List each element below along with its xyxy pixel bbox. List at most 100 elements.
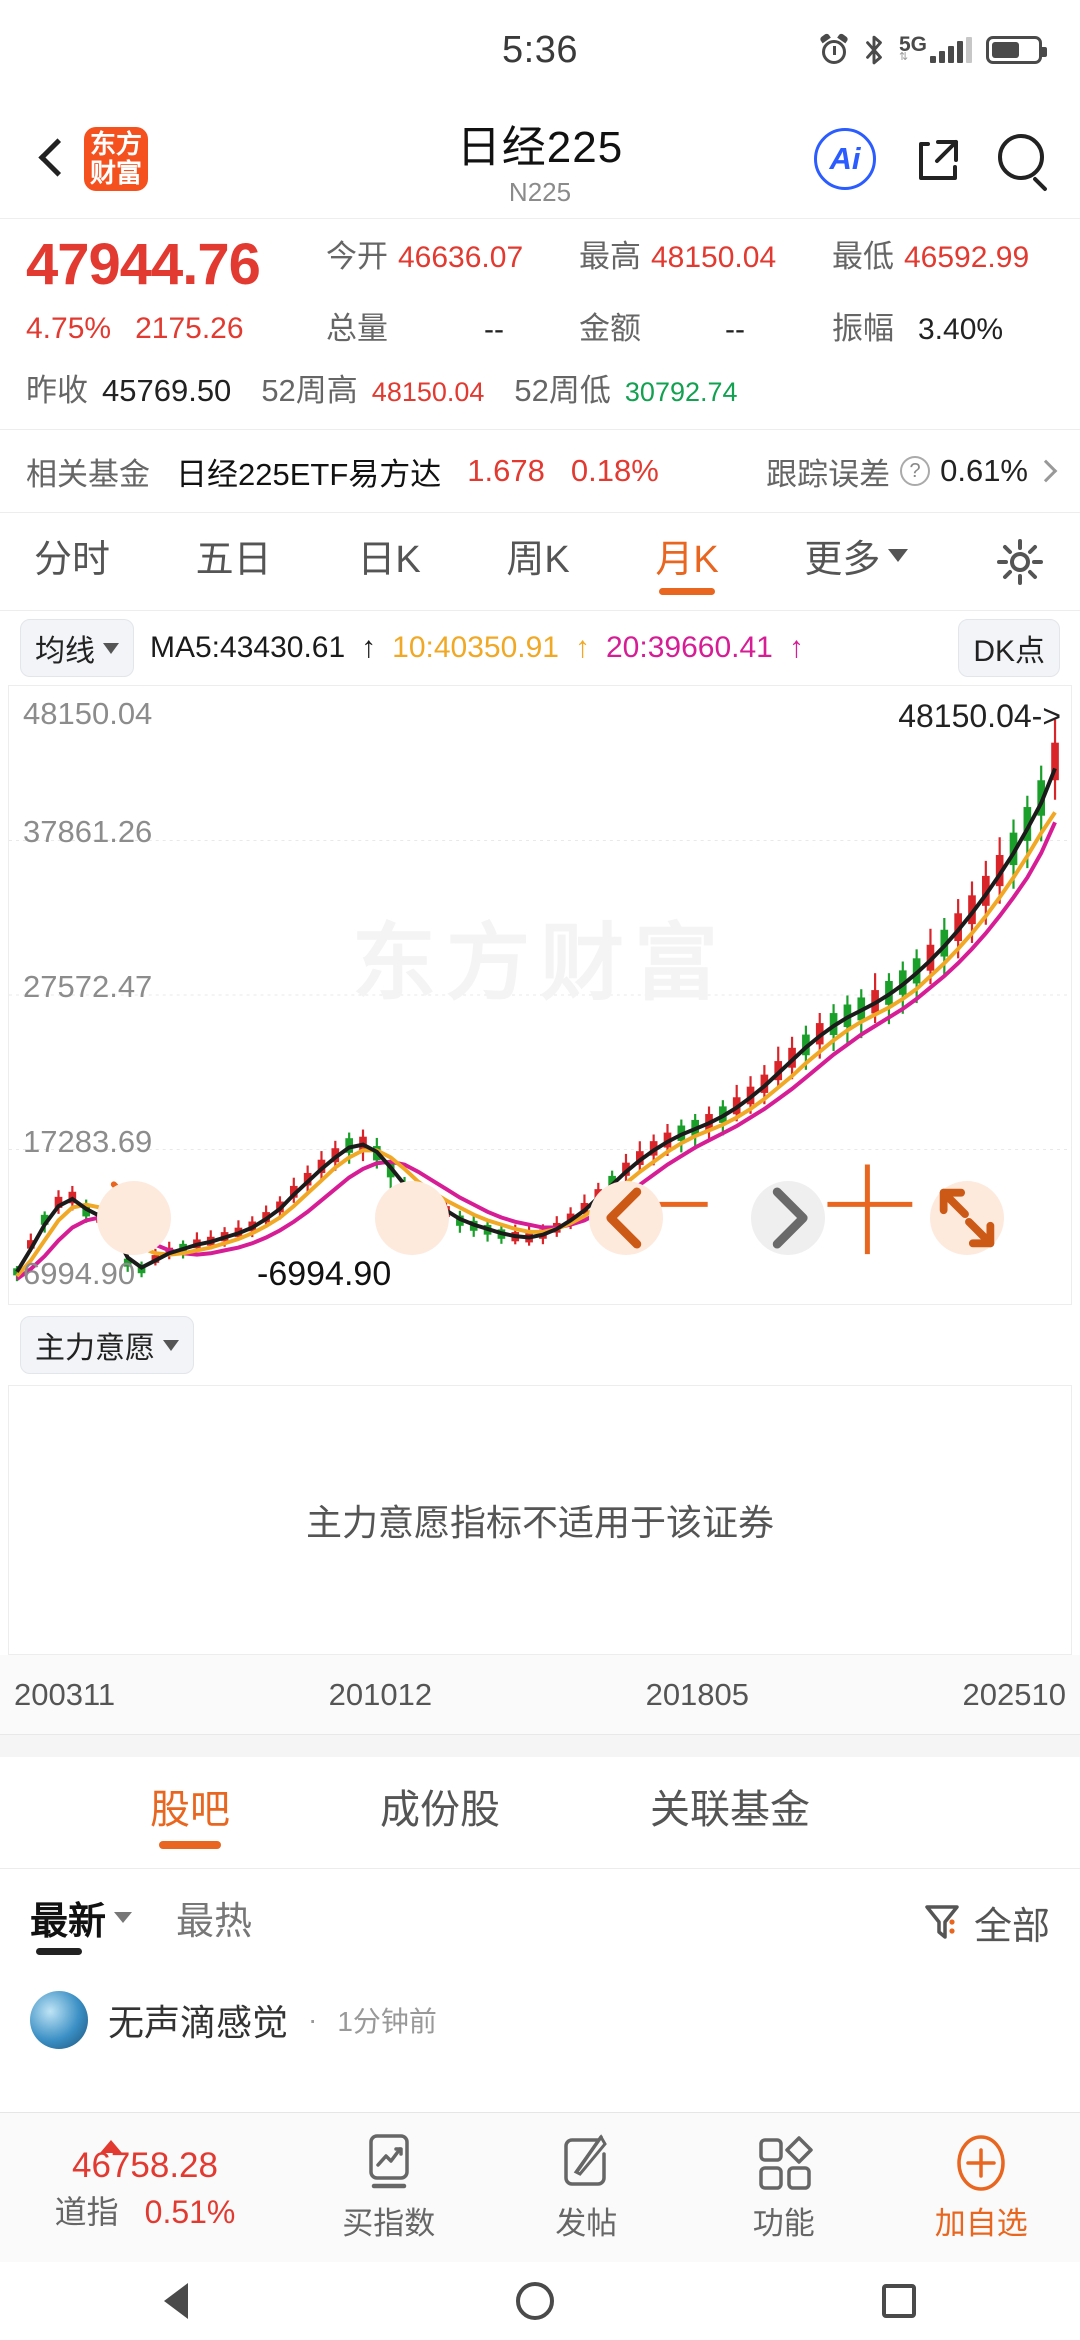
post-separator: · xyxy=(308,2004,318,2035)
search-icon[interactable] xyxy=(996,132,1050,186)
price-chart[interactable]: 东方财富 48150.04 37861.26 27572.47 17283.69 xyxy=(8,685,1072,1305)
functions-button[interactable]: 功能 xyxy=(685,2132,883,2243)
dow-index-name: 道指 xyxy=(54,2193,119,2230)
app-header: 东方 财富 日经225 N225 Ai xyxy=(0,100,1080,218)
compose-post-icon xyxy=(564,2134,608,2186)
post-time: 1分钟前 xyxy=(337,2006,437,2037)
chart-next-button[interactable] xyxy=(751,1181,825,1255)
android-back-icon[interactable] xyxy=(164,2283,188,2319)
section-tabs: 股吧 成份股 关联基金 xyxy=(0,1757,1080,1869)
android-recents-icon[interactable] xyxy=(882,2284,916,2318)
brand-logo[interactable]: 东方 财富 xyxy=(84,127,148,191)
post-list-item[interactable]: 无声滴感觉 · 1分钟前 xyxy=(0,1975,1080,2049)
share-icon[interactable] xyxy=(910,133,962,185)
ma20-line xyxy=(15,821,1057,1281)
ma5-value: MA5:43430.61 xyxy=(150,631,346,664)
status-bar-time: 5:36 xyxy=(502,28,578,71)
tracking-error-label: 跟踪误差 xyxy=(766,456,891,492)
ma5-line xyxy=(15,767,1057,1273)
chart-marker-left[interactable] xyxy=(97,1181,171,1255)
dow-index-value: 46758.28 xyxy=(72,2145,218,2185)
sub-indicator-message: 主力意愿指标不适用于该证券 xyxy=(305,1502,774,1543)
open-label: 今开 xyxy=(326,239,388,274)
tab-related-funds[interactable]: 关联基金 xyxy=(650,1787,810,1832)
ma-selector[interactable]: 均线 xyxy=(20,619,134,677)
change-absolute: 2175.26 xyxy=(135,312,244,345)
add-watchlist-button[interactable]: 加自选 xyxy=(883,2132,1080,2243)
period-tab-weekk[interactable]: 周K xyxy=(506,539,570,581)
back-chevron-icon[interactable] xyxy=(30,137,74,181)
sort-hottest-label: 最热 xyxy=(176,1900,253,1943)
ma-selector-label: 均线 xyxy=(35,635,95,668)
period-tab-dayk[interactable]: 日K xyxy=(357,539,421,581)
x-tick-1: 201012 xyxy=(328,1676,433,1712)
tracking-error-field: 跟踪误差 ? 0.61% xyxy=(766,449,1058,494)
section-divider xyxy=(0,1735,1080,1757)
chart-high-annotation: 48150.04-> xyxy=(898,698,1061,734)
compose-post-label: 发帖 xyxy=(555,2206,618,2241)
chart-prev-button[interactable] xyxy=(589,1181,663,1255)
volume-field: 总量 -- xyxy=(326,301,579,358)
bottom-action-bar: 46758.28 道指 0.51% 买指数 xyxy=(0,2112,1080,2262)
prevclose-value: 45769.50 xyxy=(102,373,232,408)
w52low-label: 52周低 xyxy=(514,373,611,408)
x-tick-0: 200311 xyxy=(14,1676,116,1712)
ma5-arrow-icon: ↑ xyxy=(361,631,377,664)
period-tab-fenshi[interactable]: 分时 xyxy=(34,539,111,581)
period-tab-more-label: 更多 xyxy=(804,539,881,581)
gear-icon[interactable] xyxy=(994,536,1046,588)
post-filter-row: 最新 最热 全部 xyxy=(0,1869,1080,1975)
buy-index-button[interactable]: 买指数 xyxy=(290,2132,488,2243)
filter-icon xyxy=(925,1905,959,1939)
amount-field: 金额 -- xyxy=(579,301,832,358)
filter-all-button[interactable]: 全部 xyxy=(922,1895,1050,1950)
quote-panel: 47944.76 今开 46636.07 最高 48150.04 最低 4659… xyxy=(0,218,1080,429)
battery-icon xyxy=(986,36,1047,64)
tab-constituents[interactable]: 成份股 xyxy=(380,1787,500,1832)
chevron-down-icon xyxy=(163,1339,179,1351)
chart-fullscreen-button[interactable] xyxy=(930,1181,1004,1255)
sub-indicator-selector[interactable]: 主力意愿 xyxy=(20,1316,194,1374)
y-tick-2: 27572.47 xyxy=(23,969,153,1004)
compose-post-button[interactable]: 发帖 xyxy=(488,2132,686,2243)
android-home-icon[interactable] xyxy=(516,2282,554,2320)
period-tab-5day[interactable]: 五日 xyxy=(195,539,272,581)
y-tick-4: 6994.90 xyxy=(23,1256,136,1291)
dow-index-widget[interactable]: 46758.28 道指 0.51% xyxy=(0,2139,290,2234)
period-tab-monthk[interactable]: 月K xyxy=(655,528,718,595)
ma10-arrow-icon: ↑ xyxy=(575,631,590,664)
chevron-down-icon xyxy=(888,549,909,562)
dk-point-button[interactable]: DK点 xyxy=(958,619,1060,677)
signal-icon: 5G ⇅ xyxy=(898,34,972,63)
status-bar: 5:36 5G ⇅ xyxy=(0,0,1080,100)
ma10-value: 10:40350.91 xyxy=(392,631,559,664)
prevclose-label: 昨收 xyxy=(26,373,88,408)
ma20-arrow-icon: ↑ xyxy=(788,631,804,664)
post-author: 无声滴感觉 xyxy=(108,2002,289,2043)
brand-logo-line1: 东方 xyxy=(89,129,142,159)
period-tabs: 分时 五日 日K 周K 月K 更多 xyxy=(0,513,1080,611)
buy-index-icon xyxy=(369,2134,409,2189)
add-watchlist-label: 加自选 xyxy=(934,2206,1028,2241)
chevron-left-icon xyxy=(606,1187,642,1249)
low-field: 最低 46592.99 xyxy=(832,229,1029,286)
chart-marker-mid[interactable] xyxy=(375,1181,449,1255)
data-arrows-icon: ⇅ xyxy=(898,51,909,63)
sort-hottest[interactable]: 最热 xyxy=(176,1890,252,1955)
sort-newest[interactable]: 最新 xyxy=(30,1890,133,1955)
related-fund-row[interactable]: 相关基金 日经225ETF易方达 1.678 0.18% 跟踪误差 ? 0.61… xyxy=(0,429,1080,513)
w52high-label: 52周高 xyxy=(261,373,358,408)
question-mark-icon[interactable]: ? xyxy=(900,456,931,486)
sub-indicator-label: 主力意愿 xyxy=(35,1332,155,1365)
alarm-icon xyxy=(819,32,849,65)
tab-guba[interactable]: 股吧 xyxy=(150,1777,230,1849)
user-avatar[interactable] xyxy=(30,1991,88,2049)
period-tab-more[interactable]: 更多 xyxy=(804,528,909,595)
ai-assistant-icon[interactable]: Ai xyxy=(814,128,876,190)
high-value: 48150.04 xyxy=(651,241,777,274)
low-value: 46592.99 xyxy=(904,241,1030,274)
last-price: 47944.76 xyxy=(26,232,261,297)
ma10-line xyxy=(15,811,1057,1278)
status-bar-icons: 5G ⇅ xyxy=(819,32,1047,66)
filter-all-label: 全部 xyxy=(973,1905,1050,1948)
